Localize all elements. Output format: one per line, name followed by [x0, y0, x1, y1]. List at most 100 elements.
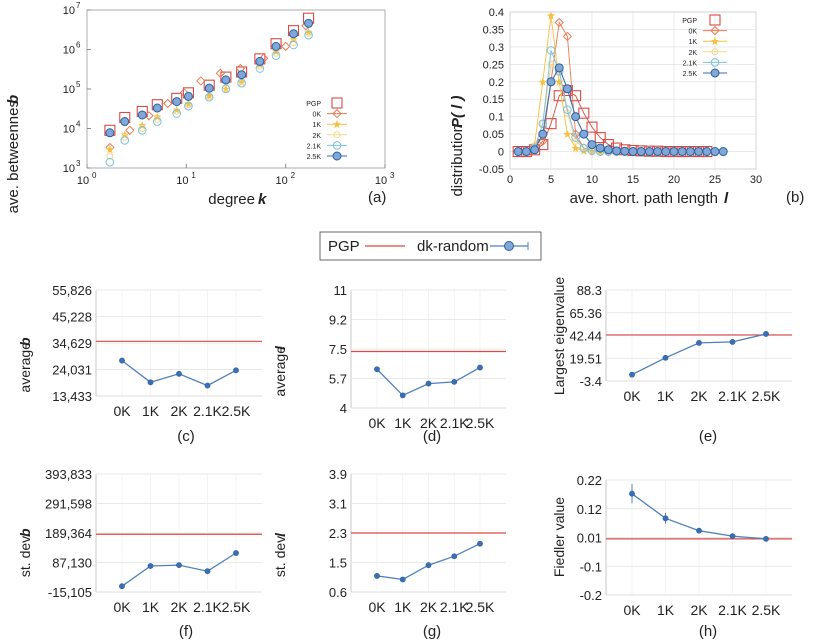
chart-h-ytick-2: 0.01	[577, 531, 602, 546]
chart-a-legend-label-0: PGP	[306, 101, 321, 108]
chart-h-ytick-0: 0.22	[577, 473, 602, 488]
chart-a-xlabel-var: k	[258, 191, 267, 208]
chart-a-legend-marker-0	[331, 97, 343, 109]
chart-b-point-2.5K-6	[562, 84, 572, 94]
chart-a-xtick-exp-3: 3	[390, 171, 395, 180]
chart-b-legend-marker-5	[710, 68, 720, 78]
chart-a-point-2K-0	[106, 152, 114, 160]
chart-a-legend-marker-2	[333, 120, 341, 129]
chart-b-point-2.5K-25	[718, 147, 728, 157]
chart-f-ylabel: st. dev.	[17, 533, 33, 577]
chart-a-point-2.5K-10	[271, 41, 281, 51]
chart-f: 393,833 291,598 189,364 87,130 -15,105 0K 1K 2K…	[17, 467, 262, 640]
chart-g-point-3	[451, 553, 458, 560]
chart-g-ytick-1: 3.1	[329, 497, 347, 512]
chart-a-ylabel-var: b	[5, 95, 22, 104]
chart-c-xtick-2: 2K	[170, 403, 188, 419]
chart-e-ytick-1: 65.36	[569, 306, 602, 321]
chart-e-point-0	[629, 371, 635, 378]
chart-b-point-PGP-7	[570, 90, 582, 102]
chart-h-xtick-0: 0K	[623, 602, 641, 618]
chart-a-xtick-base-0: 10	[77, 175, 89, 187]
chart-a-legend-marker-3	[333, 131, 341, 139]
chart-b-point-2K-8	[580, 144, 588, 152]
chart-g-point-0	[374, 573, 380, 579]
chart-b-point-2.5K-0	[513, 147, 523, 157]
chart-b-point-2.5K-21	[685, 147, 695, 157]
chart-b-point-2.5K-18	[661, 147, 671, 157]
chart-a-point-2.1K-8	[237, 78, 246, 88]
chart-e: 88.3 65.36 42.44 19.51 -3.4 0K 1K 2K 2.1K 2.5K Lar…	[551, 277, 792, 445]
chart-b-point-2.5K-8	[579, 129, 589, 139]
chart-a-point-0K-6	[215, 68, 226, 78]
chart-a-point-2.1K-6	[204, 92, 214, 102]
chart-b-point-1K-6	[563, 130, 572, 139]
chart-b-panel-label: (b)	[786, 189, 804, 206]
chart-b-point-PGP-8	[578, 107, 590, 119]
chart-d-xtick-4: 2.5K	[466, 415, 495, 431]
chart-e-ytick-4: -3.4	[580, 374, 602, 389]
chart-b-xtick-4: 20	[668, 174, 680, 186]
chart-b-xtick-3: 15	[627, 174, 639, 186]
chart-a-point-2.1K-1	[120, 136, 130, 145]
chart-a-ytick-base-2: 10	[63, 84, 75, 96]
chart-b-point-2.5K-4	[546, 77, 556, 87]
chart-a-point-2.5K-5	[183, 91, 193, 101]
chart-e-xtick-2: 2K	[690, 388, 708, 404]
chart-g-xtick-0: 0K	[368, 599, 386, 615]
chart-b-point-1K-3	[538, 77, 547, 86]
chart-f-point-0	[119, 583, 125, 590]
chart-f-point-1	[147, 563, 154, 569]
main-legend-dk-marker	[504, 241, 514, 251]
chart-b-point-0K-6	[562, 31, 573, 42]
chart-b-point-2.5K-11	[603, 145, 613, 155]
chart-b-xlabel: ave. short. path length	[570, 190, 718, 207]
chart-b-point-PGP-9	[586, 121, 598, 133]
chart-a-xtick-base-2: 10	[276, 175, 288, 187]
chart-b-legend-label-0: PGP	[682, 18, 697, 25]
chart-a-point-2.1K-4	[172, 109, 182, 118]
chart-a-point-2.5K-3	[152, 103, 162, 113]
chart-b-legend-marker-0	[709, 14, 721, 26]
chart-b-line-0K	[518, 21, 633, 153]
chart-g-ylabel: st. dev.	[272, 533, 288, 577]
chart-e-xtick-4: 2.5K	[752, 388, 781, 404]
chart-g-ytick-2: 2.3	[329, 526, 347, 541]
chart-f-point-4	[233, 550, 239, 556]
chart-g-ylabel-var: l	[272, 532, 288, 537]
chart-e-ytick-0: 88.3	[577, 283, 602, 298]
chart-d-point-2	[425, 380, 432, 387]
chart-d-ytick-0: 11	[334, 283, 348, 298]
chart-c-point-3	[204, 382, 211, 389]
chart-c-xtick-1: 1K	[142, 403, 160, 419]
chart-h-ytick-4: -0.2	[580, 588, 602, 603]
chart-b-legend-label-5: 2.5K	[683, 71, 698, 78]
chart-e-point-2	[696, 339, 702, 346]
chart-a-legend-marker-1	[332, 108, 342, 119]
chart-b-xtick-5: 25	[709, 174, 721, 186]
chart-a-point-2.1K-11	[289, 40, 298, 50]
chart-a-point-0K-0	[105, 142, 115, 153]
chart-a-point-1K-8	[237, 78, 246, 87]
chart-b-legend-label-2: 1K	[688, 39, 697, 46]
chart-b-point-PGP-10	[594, 132, 606, 144]
chart-c-ylabel-var: b	[17, 337, 33, 346]
chart-d-ytick-4: 4	[340, 401, 347, 416]
chart-d-xtick-1: 1K	[394, 415, 412, 431]
chart-a-point-2.5K-11	[289, 29, 299, 39]
chart-a-point-1K-10	[272, 47, 281, 56]
chart-h-xtick-4: 2.5K	[752, 602, 781, 618]
chart-e-ytick-2: 42.44	[569, 329, 602, 344]
chart-c-point-2	[176, 370, 182, 377]
chart-b-point-2.5K-24	[710, 147, 720, 157]
chart-b-legend-label-4: 2.1K	[683, 60, 698, 67]
chart-a-point-0K-5	[196, 76, 206, 86]
chart-a-point-2.5K-6	[204, 83, 214, 93]
chart-f-xtick-4: 2.5K	[222, 599, 251, 615]
chart-h-point-4	[763, 535, 769, 542]
chart-b-xtick-6: 30	[750, 174, 762, 186]
chart-f-xtick-1: 1K	[142, 599, 160, 615]
chart-a-point-2.1K-7	[221, 84, 231, 94]
